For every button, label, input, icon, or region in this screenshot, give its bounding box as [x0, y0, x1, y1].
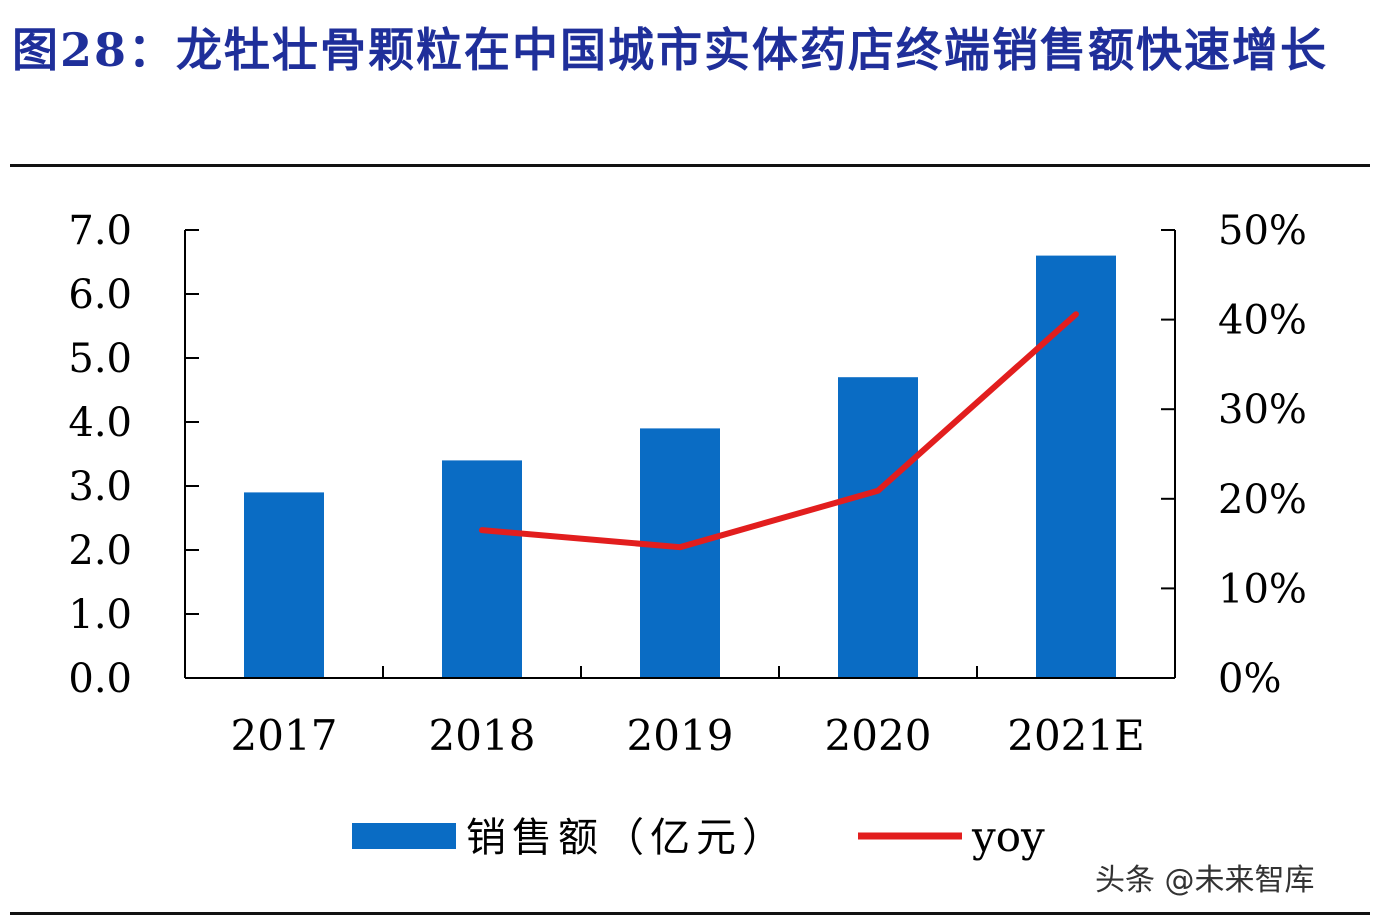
- left-tick-label: 0.0: [68, 656, 132, 702]
- x-tick-label: 2020: [825, 711, 932, 760]
- left-tick-label: 7.0: [68, 208, 132, 254]
- watermark: 头条 @未来智库: [1095, 863, 1315, 898]
- legend-line-label: yoy: [971, 812, 1045, 861]
- right-tick-label: 40%: [1218, 298, 1307, 344]
- x-tick-label: 2018: [429, 711, 536, 760]
- yoy-line: [479, 311, 1079, 551]
- chart-title: 图28：龙牡壮骨颗粒在中国城市实体药店终端销售额快速增长: [12, 23, 1329, 77]
- bar-2019: [640, 428, 720, 678]
- left-tick-label: 1.0: [68, 592, 132, 638]
- right-tick-label: 0%: [1218, 656, 1281, 702]
- left-tick-label: 4.0: [68, 400, 132, 446]
- right-tick-label: 50%: [1218, 208, 1307, 254]
- legend-bar-label: 销售额（亿元）: [466, 815, 788, 861]
- legend-bar-swatch: [352, 823, 456, 849]
- bar-2020: [838, 377, 918, 678]
- top-rule: [10, 164, 1370, 167]
- x-tick-label: 2019: [627, 711, 734, 760]
- right-tick-label: 20%: [1218, 477, 1307, 523]
- x-tick-label: 2021E: [1007, 711, 1145, 760]
- bar-2021E: [1036, 255, 1116, 678]
- left-tick-label: 3.0: [68, 464, 132, 510]
- bottom-rule: [10, 912, 1370, 915]
- right-tick-label: 10%: [1218, 566, 1307, 612]
- bar-2017: [244, 492, 324, 678]
- left-tick-label: 5.0: [68, 336, 132, 382]
- x-tick-label: 2017: [231, 711, 338, 760]
- left-tick-label: 6.0: [68, 272, 132, 318]
- left-tick-label: 2.0: [68, 528, 132, 574]
- bar-2018: [442, 460, 522, 678]
- right-tick-label: 30%: [1218, 387, 1307, 433]
